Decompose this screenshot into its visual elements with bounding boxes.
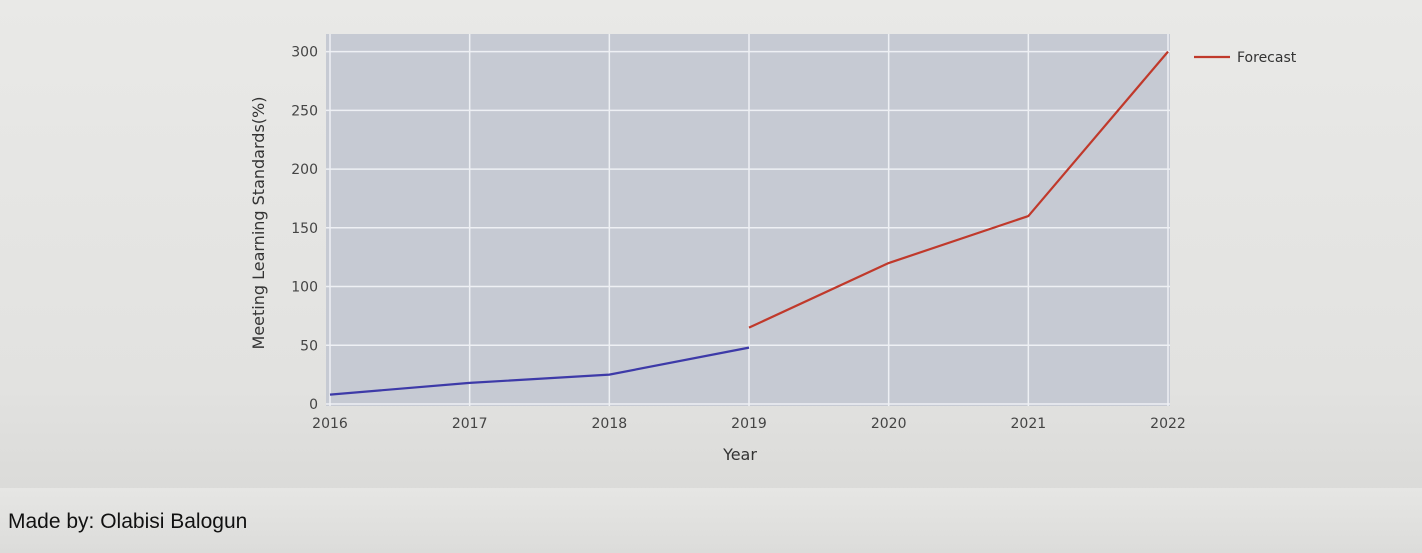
x-axis-title: Year [722, 445, 757, 464]
x-tick-label: 2016 [312, 416, 348, 432]
x-tick-label: 2018 [592, 416, 628, 432]
grid [326, 34, 1170, 406]
x-tick-label: 2020 [871, 416, 907, 432]
series-line [329, 346, 750, 396]
x-tick-label: 2021 [1011, 416, 1047, 432]
y-tick-label: 300 [291, 45, 318, 61]
y-tick-label: 200 [291, 162, 318, 178]
y-tick-label: 150 [291, 221, 318, 237]
credit-text: Made by: Olabisi Balogun [8, 510, 248, 533]
footer-bar: Made by: Olabisi Balogun [0, 488, 1422, 553]
y-tick-label: 50 [300, 338, 318, 354]
legend: Forecast [1194, 50, 1297, 66]
x-tick-labels: 2016 2017 2018 2019 2020 2021 2022 [312, 416, 1186, 432]
chart: 2016 2017 2018 2019 2020 2021 2022 0 50 100 150 20… [249, 34, 1297, 464]
y-tick-labels: 0 50 100 150 200 250 300 [291, 45, 318, 413]
plot-area [326, 34, 1170, 406]
series-line [748, 50, 1169, 329]
x-tick-label: 2019 [731, 416, 767, 432]
y-tick-label: 100 [291, 280, 318, 296]
y-tick-label: 0 [309, 397, 318, 413]
y-tick-label: 250 [291, 103, 318, 119]
y-axis-title: Meeting Learning Standards(%) [249, 97, 268, 350]
x-tick-label: 2017 [452, 416, 488, 432]
chart-svg: 2016 2017 2018 2019 2020 2021 2022 0 50 100 150 20… [249, 34, 1297, 464]
legend-label: Forecast [1237, 50, 1297, 66]
series-layer [329, 50, 1169, 396]
x-tick-label: 2022 [1150, 416, 1186, 432]
